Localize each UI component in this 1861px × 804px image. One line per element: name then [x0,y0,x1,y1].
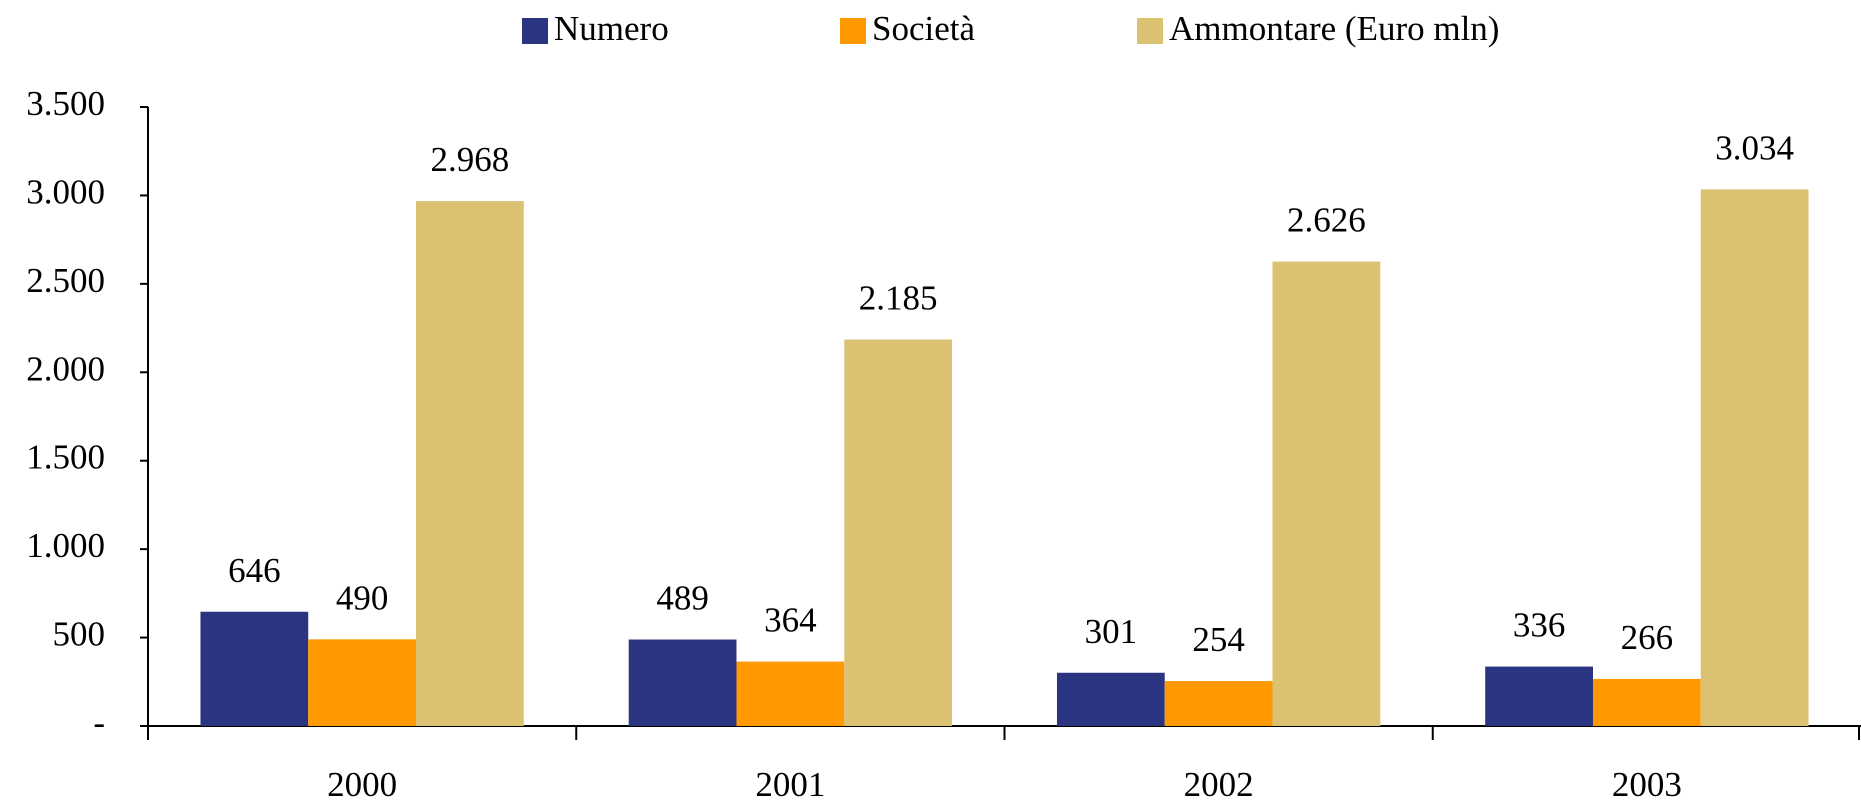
bar [1700,189,1809,727]
y-tick-label: 1.500 [26,438,105,477]
bar-value-label: 646 [228,551,281,590]
bar [1272,261,1381,726]
x-tick-label: 2000 [327,765,397,804]
bar-value-label: 3.034 [1715,128,1794,167]
bar [736,661,845,726]
x-tick-label: 2003 [1612,765,1682,804]
bar [1592,678,1701,726]
bar [628,639,737,726]
bar [1056,672,1165,726]
bar-value-label: 254 [1192,620,1245,659]
bar-value-label: 266 [1621,618,1674,657]
bar-value-label: 2.968 [431,140,510,179]
y-tick-label: 3.000 [26,172,105,211]
legend-label: Numero [554,9,669,48]
y-tick-label: 1.000 [26,526,105,565]
bar [416,201,524,726]
x-tick-label: 2002 [1184,765,1254,804]
legend-label: Ammontare (Euro mln) [1169,9,1499,48]
bar-value-label: 489 [656,579,709,618]
bar-value-label: 301 [1085,612,1138,651]
bar-value-label: 2.185 [859,279,938,318]
legend-swatch [840,18,866,44]
bar [1485,666,1593,726]
legend-swatch [1137,18,1163,44]
y-tick-label: - [93,703,105,742]
legend-label: Società [872,9,975,48]
bar-value-label: 2.626 [1287,201,1366,240]
bar [308,639,417,726]
x-tick-label: 2001 [755,765,825,804]
y-tick-label: 500 [53,615,106,654]
bar [844,339,953,726]
bar-value-label: 336 [1513,606,1566,645]
bar-value-label: 364 [764,601,817,640]
legend-swatch [522,18,548,44]
bar [200,611,309,726]
y-tick-label: 2.000 [26,349,105,388]
y-tick-label: 2.500 [26,261,105,300]
y-tick-label: 3.500 [26,84,105,123]
bar-value-label: 490 [336,578,389,617]
bar [1164,681,1273,726]
